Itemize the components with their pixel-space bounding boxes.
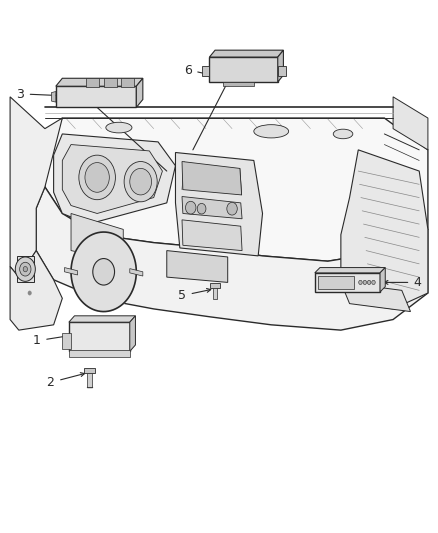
Polygon shape <box>182 220 242 251</box>
Text: 2: 2 <box>46 376 54 389</box>
Polygon shape <box>136 78 143 108</box>
Polygon shape <box>56 78 143 86</box>
Polygon shape <box>223 82 254 86</box>
Polygon shape <box>278 50 283 82</box>
Polygon shape <box>210 284 220 288</box>
Ellipse shape <box>333 129 353 139</box>
Circle shape <box>197 204 206 214</box>
Text: 3: 3 <box>16 87 24 101</box>
Polygon shape <box>86 78 99 87</box>
Polygon shape <box>182 197 242 219</box>
Circle shape <box>15 257 35 281</box>
Polygon shape <box>278 66 286 76</box>
Polygon shape <box>315 268 385 273</box>
Polygon shape <box>393 97 428 150</box>
Polygon shape <box>64 268 78 275</box>
Polygon shape <box>36 187 428 330</box>
Polygon shape <box>45 118 428 261</box>
Polygon shape <box>71 214 123 261</box>
Circle shape <box>23 266 28 272</box>
Ellipse shape <box>254 125 289 138</box>
Polygon shape <box>71 232 136 312</box>
Polygon shape <box>69 350 130 357</box>
Text: 5: 5 <box>178 289 187 302</box>
Polygon shape <box>69 316 135 322</box>
Polygon shape <box>130 269 143 276</box>
Polygon shape <box>213 288 217 300</box>
Polygon shape <box>17 256 34 282</box>
Text: 6: 6 <box>184 64 191 77</box>
Polygon shape <box>69 322 130 351</box>
Circle shape <box>359 280 362 285</box>
Text: 4: 4 <box>413 276 421 289</box>
Polygon shape <box>315 273 380 292</box>
Ellipse shape <box>106 122 132 133</box>
Polygon shape <box>176 152 262 256</box>
Polygon shape <box>53 134 176 224</box>
Circle shape <box>85 163 110 192</box>
Polygon shape <box>10 97 62 277</box>
Polygon shape <box>10 251 62 330</box>
Polygon shape <box>62 144 162 214</box>
Circle shape <box>79 155 116 200</box>
Polygon shape <box>84 368 95 373</box>
Polygon shape <box>87 373 92 387</box>
Polygon shape <box>56 86 136 108</box>
Polygon shape <box>182 161 242 195</box>
Circle shape <box>372 280 375 285</box>
Circle shape <box>28 291 32 295</box>
Polygon shape <box>62 333 71 349</box>
Circle shape <box>367 280 371 285</box>
Polygon shape <box>209 50 283 57</box>
Circle shape <box>363 280 367 285</box>
Circle shape <box>227 203 237 215</box>
Circle shape <box>130 168 152 195</box>
Circle shape <box>185 201 196 214</box>
Polygon shape <box>121 78 134 87</box>
Polygon shape <box>130 316 135 351</box>
Polygon shape <box>380 268 385 292</box>
Polygon shape <box>51 92 56 102</box>
Circle shape <box>20 262 31 276</box>
Polygon shape <box>341 150 428 309</box>
Polygon shape <box>318 276 354 289</box>
Polygon shape <box>167 251 228 282</box>
Polygon shape <box>104 78 117 87</box>
Circle shape <box>124 161 157 202</box>
Text: 1: 1 <box>33 334 41 347</box>
Polygon shape <box>201 66 209 76</box>
Circle shape <box>93 259 115 285</box>
Polygon shape <box>341 282 410 312</box>
Polygon shape <box>209 57 278 82</box>
